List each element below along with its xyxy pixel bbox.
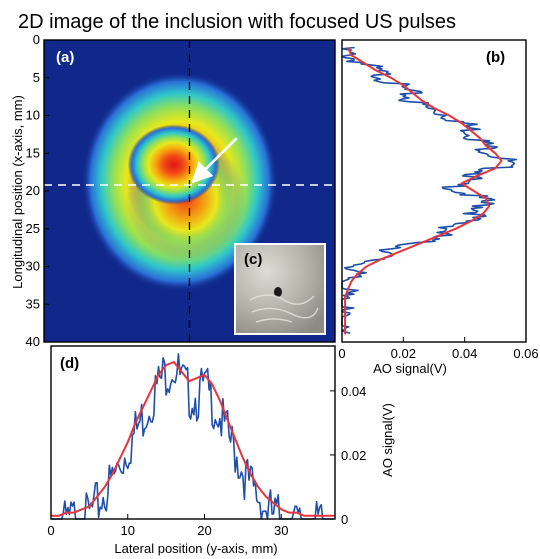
panel-a-y-ticks: 0 5 10 15 20 25 30 35 40 bbox=[26, 32, 49, 349]
panel-d-series-fit bbox=[51, 361, 335, 517]
panel-b-x-tick-label: 0.04 bbox=[452, 346, 477, 361]
panel-a-y-tick-label: 30 bbox=[26, 259, 40, 274]
panel-b-x-tick-label: 0.02 bbox=[391, 346, 416, 361]
panel-a-y-tick-label: 15 bbox=[26, 145, 40, 160]
arrow-pointer bbox=[191, 137, 238, 184]
panel-a-y-tick-label: 10 bbox=[26, 108, 40, 123]
inset-c: (c) bbox=[234, 243, 326, 335]
panel-b: 0 0.02 0.04 0.06 (b) AO signal(V) bbox=[338, 39, 539, 376]
panel-b-x-tick-label: 0.06 bbox=[513, 346, 538, 361]
panel-d-x-tick-label: 30 bbox=[274, 523, 288, 538]
panel-a-y-tick-label: 20 bbox=[26, 183, 40, 198]
panel-d-x-tick-label: 20 bbox=[197, 523, 211, 538]
panel-b-frame bbox=[341, 39, 527, 343]
panel-a-label: (a) bbox=[56, 49, 74, 66]
panel-d-y-axis-label: AO signal(V) bbox=[380, 403, 395, 477]
panel-d-y-tick-label: 0.02 bbox=[341, 448, 366, 463]
panel-a-y-tick-label: 35 bbox=[26, 296, 40, 311]
panel-d-x-tick-label: 0 bbox=[47, 523, 54, 538]
panel-a-y-tick-label: 25 bbox=[26, 221, 40, 236]
figure-title: 2D image of the inclusion with focused U… bbox=[18, 11, 456, 33]
panel-b-background bbox=[342, 40, 526, 342]
panel-a-y-tick-label: 5 bbox=[33, 70, 40, 85]
panel-b-series-fit bbox=[344, 47, 503, 335]
panel-a: 0 5 10 15 20 25 30 35 40 (a) Longitudinal positi… bbox=[10, 32, 336, 349]
panel-b-x-ticks: 0 0.02 0.04 0.06 bbox=[338, 337, 539, 361]
panel-d-x-axis-label: Lateral position (y-axis, mm) bbox=[114, 541, 277, 556]
panel-b-x-tick-label: 0 bbox=[338, 346, 345, 361]
inset-c-label: (c) bbox=[244, 251, 262, 268]
panel-a-y-tick-label: 0 bbox=[33, 32, 40, 47]
inset-ripple bbox=[249, 294, 319, 323]
panel-d-background bbox=[51, 346, 335, 519]
panel-b-x-axis-label: AO signal(V) bbox=[373, 361, 447, 376]
panel-d-frame bbox=[50, 345, 336, 520]
panel-d-y-tick-label: 0 bbox=[341, 512, 348, 527]
panel-d: 0 10 20 30 0 0.02 0.04 (d) Lateral position (… bbox=[47, 345, 395, 556]
panel-d-x-ticks: 0 10 20 30 bbox=[47, 514, 289, 538]
panel-d-x-tick-label: 10 bbox=[121, 523, 135, 538]
inset-inclusion-dot bbox=[274, 287, 282, 297]
panel-d-y-ticks: 0 0.02 0.04 bbox=[330, 384, 366, 527]
panel-b-label: (b) bbox=[486, 49, 505, 66]
panel-d-y-tick-label: 0.04 bbox=[341, 384, 366, 399]
panel-a-y-axis-label: Longitudinal position (x-axis, mm) bbox=[10, 95, 25, 289]
panel-d-label: (d) bbox=[60, 355, 79, 372]
heatmap-spot-primary bbox=[127, 124, 220, 205]
panel-a-y-tick-label: 40 bbox=[26, 334, 40, 349]
